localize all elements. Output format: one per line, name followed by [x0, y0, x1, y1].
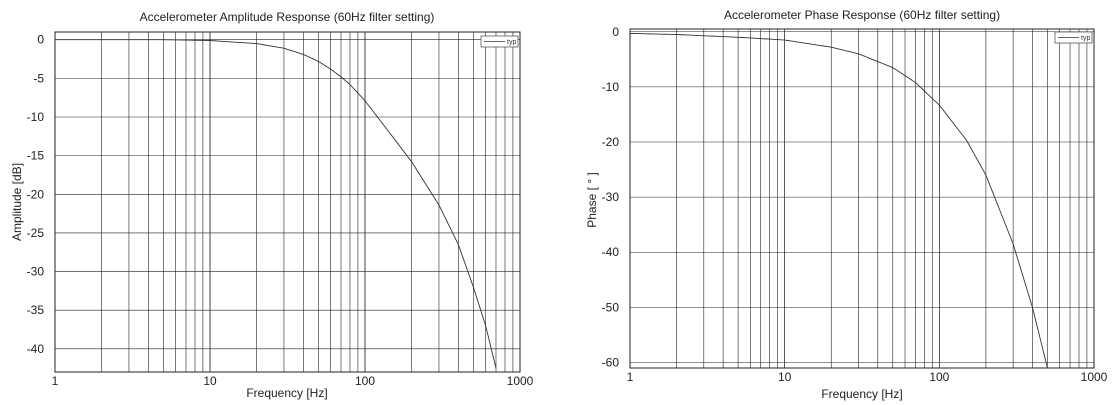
phase-x-tick-label: 100: [929, 370, 949, 384]
amplitude-plot-frame: [54, 31, 521, 373]
amplitude-x-tick-label: 10: [203, 374, 217, 388]
amplitude-legend: typ: [480, 35, 519, 48]
amplitude-series-line-typ: [55, 39, 497, 369]
amplitude-x-axis-label: Frequency [Hz]: [246, 386, 327, 400]
amplitude-y-tick-label: -5: [33, 71, 44, 85]
phase-y-tick-labels: 0 -10 -20 -30 -40 -50 -60: [602, 25, 620, 370]
amplitude-x-tick-label: 100: [355, 374, 375, 388]
phase-y-tick-label: -40: [602, 245, 620, 259]
phase-y-tick-label: -30: [602, 190, 620, 204]
phase-plot-frame: [629, 28, 1095, 369]
amplitude-y-tick-label: -35: [27, 303, 45, 317]
amplitude-legend-label: typ: [507, 39, 516, 46]
phase-x-tick-label: 10: [778, 370, 792, 384]
phase-legend: typ: [1054, 31, 1093, 44]
phase-y-tick-label: -10: [602, 80, 620, 94]
amplitude-y-tick-label: -40: [27, 342, 45, 356]
amplitude-y-tick-label: -15: [27, 149, 45, 163]
amplitude-series: [55, 39, 497, 369]
phase-plot-area: [630, 29, 1094, 368]
amplitude-y-axis-label: Amplitude [dB]: [10, 163, 24, 241]
phase-legend-label: typ: [1081, 35, 1090, 42]
phase-x-tick-labels: 1 10 100 1000: [627, 370, 1108, 384]
amplitude-x-tick-label: 1000: [507, 374, 534, 388]
amplitude-y-tick-label: 0: [37, 33, 44, 47]
phase-y-tick-label: -20: [602, 135, 620, 149]
phase-y-axis-label: Phase [ ° ]: [585, 172, 599, 228]
amplitude-y-tick-label: -20: [27, 187, 45, 201]
amplitude-x-tick-labels: 1 10 100 1000: [52, 374, 534, 388]
phase-y-tick-label: 0: [612, 25, 619, 39]
amplitude-y-tick-labels: 0 -5 -10 -15 -20 -25 -30 -35 -40: [27, 33, 45, 356]
phase-x-tick-label: 1: [627, 370, 634, 384]
phase-x-axis-label: Frequency [Hz]: [821, 387, 902, 401]
phase-grid: [630, 29, 1094, 368]
amplitude-y-tick-label: -30: [27, 265, 45, 279]
amplitude-y-tick-label: -25: [27, 226, 45, 240]
amplitude-chart-title: Accelerometer Amplitude Response (60Hz f…: [140, 10, 435, 24]
amplitude-y-tick-label: -10: [27, 110, 45, 124]
amplitude-x-tick-label: 1: [52, 374, 59, 388]
amplitude-chart: Accelerometer Amplitude Response (60Hz f…: [10, 10, 534, 400]
amplitude-grid: [55, 32, 520, 372]
phase-x-tick-label: 1000: [1081, 370, 1108, 384]
phase-series: [629, 32, 1048, 369]
phase-y-tick-label: -60: [602, 355, 620, 369]
phase-series-line-typ: [629, 32, 1048, 369]
amplitude-plot-area: [55, 32, 520, 372]
phase-y-tick-label: -50: [602, 300, 620, 314]
phase-chart-title: Accelerometer Phase Response (60Hz filte…: [724, 8, 1000, 22]
phase-chart: Accelerometer Phase Response (60Hz filte…: [585, 8, 1108, 401]
